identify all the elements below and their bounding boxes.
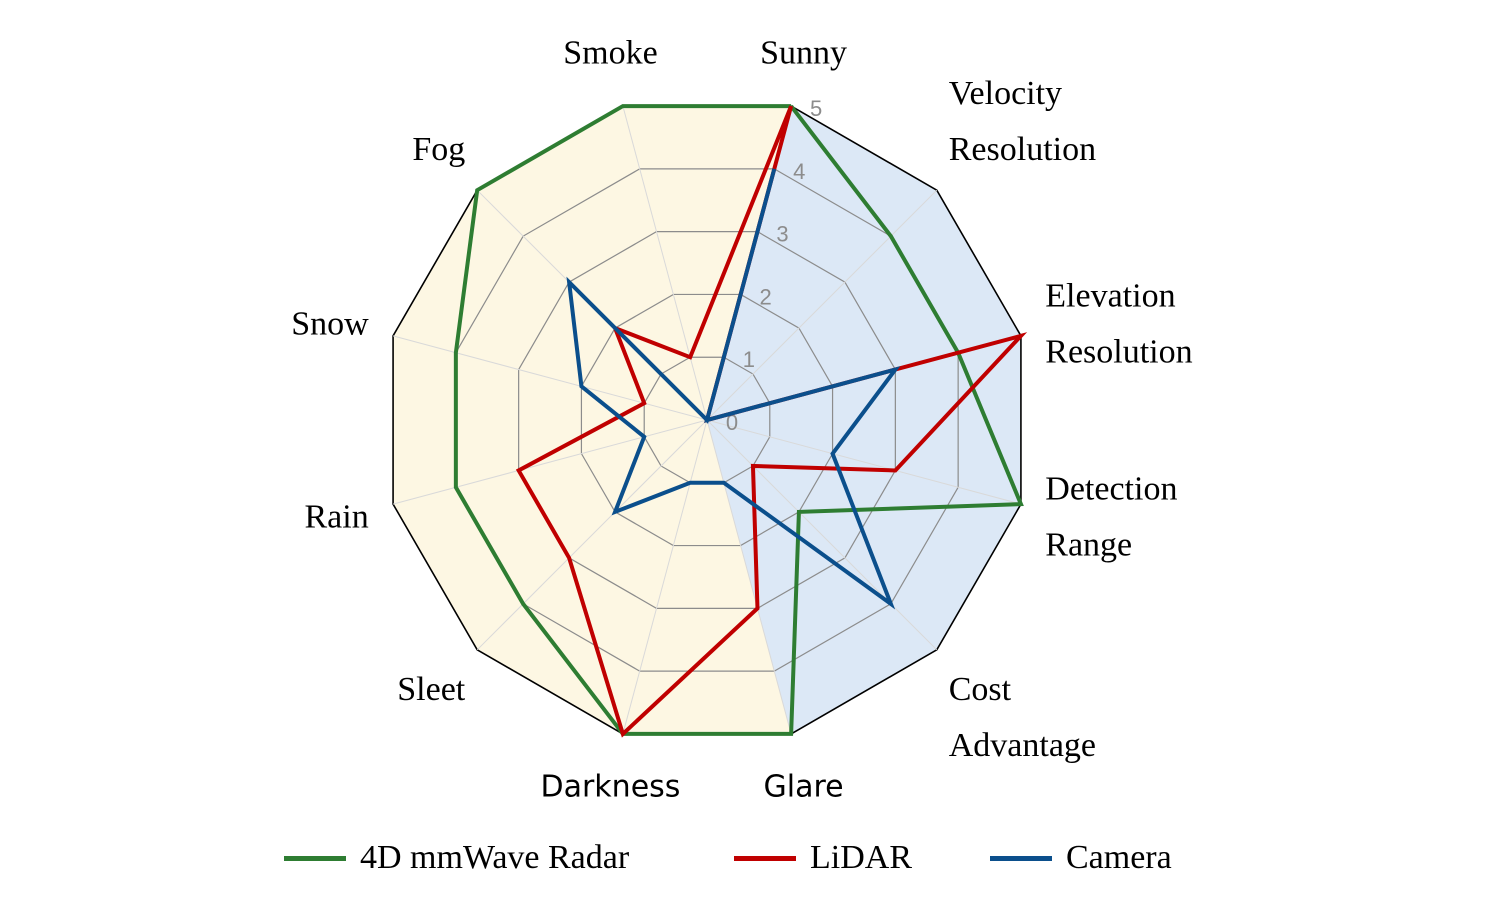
legend-swatch <box>284 855 346 861</box>
category-label-10: Fog <box>412 131 465 168</box>
shaded-regions <box>393 106 1021 734</box>
category-label-line: Sleet <box>397 671 466 708</box>
category-label-line: Snow <box>291 305 369 342</box>
series-line-2 <box>566 168 901 610</box>
category-label-3: Detection Range <box>1045 471 1177 564</box>
category-label-line: Sunny <box>760 35 847 72</box>
category-label-line: Velocity <box>949 75 1062 112</box>
tick-label-0: 0 <box>726 410 738 435</box>
category-label-6: Darkness <box>540 769 680 804</box>
spoke-9 <box>392 335 708 421</box>
data-series <box>453 104 1028 738</box>
category-labels: Sunny Velocity Resolution Elevation Resoluti… <box>291 35 1192 805</box>
shaded-region-0 <box>707 106 1021 734</box>
legend-swatch <box>990 855 1052 861</box>
spoke-4 <box>706 419 938 651</box>
tick-label-2: 2 <box>760 284 772 309</box>
legend-item-lidar: LiDAR <box>734 828 912 888</box>
category-label-line: Resolution <box>949 131 1096 168</box>
legend-item-camera: Camera <box>990 828 1172 888</box>
category-label-line: Rain <box>304 499 368 536</box>
radial-tick-labels: 0 1 2 3 4 5 <box>726 96 822 435</box>
category-label-4: Cost Advantage <box>949 671 1096 764</box>
category-label-line: Cost <box>949 671 1012 708</box>
category-label-8: Rain <box>304 499 368 536</box>
shaded-region-1 <box>393 106 792 734</box>
category-label-11: Smoke <box>563 35 657 72</box>
category-label-line: Resolution <box>1045 333 1192 370</box>
spoke-11 <box>622 105 708 421</box>
spoke-5 <box>706 419 792 735</box>
tick-label-3: 3 <box>776 222 788 247</box>
legend-label: 4D mmWave Radar <box>360 839 630 876</box>
spoke-7 <box>476 419 708 651</box>
tick-label-4: 4 <box>793 159 805 184</box>
legend-label: Camera <box>1066 839 1172 876</box>
category-label-line: Elevation <box>1045 277 1175 314</box>
category-label-line: Glare <box>763 769 843 804</box>
category-label-line: Fog <box>412 131 465 168</box>
category-label-line: Range <box>1045 527 1132 564</box>
legend: 4D mmWave Radar LiDAR Camera <box>0 828 1495 888</box>
legend-item-radar: 4D mmWave Radar <box>284 828 629 888</box>
category-label-7: Sleet <box>397 671 466 708</box>
category-label-0: Sunny <box>760 35 847 72</box>
category-label-2: Elevation Resolution <box>1045 277 1192 370</box>
category-label-line: Advantage <box>949 727 1096 764</box>
tick-label-1: 1 <box>743 347 755 372</box>
spoke-3 <box>706 419 1022 505</box>
category-label-line: Darkness <box>540 769 680 804</box>
category-label-line: Smoke <box>563 35 657 72</box>
spoke-1 <box>706 189 938 421</box>
spoke-8 <box>392 419 708 505</box>
legend-label: LiDAR <box>810 839 912 876</box>
category-label-line: Detection <box>1045 471 1177 508</box>
category-label-1: Velocity Resolution <box>949 75 1096 168</box>
category-label-9: Snow <box>291 305 369 342</box>
legend-swatch <box>734 855 796 861</box>
spoke-6 <box>622 419 708 735</box>
category-label-5: Glare <box>763 769 843 804</box>
tick-label-5: 5 <box>810 96 822 121</box>
